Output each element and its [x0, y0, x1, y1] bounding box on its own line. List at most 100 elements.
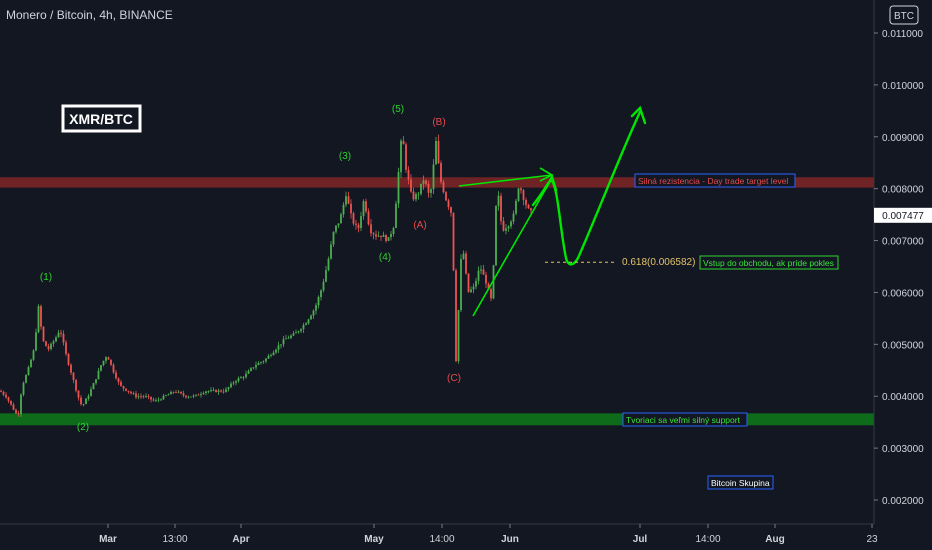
candle-body — [375, 234, 377, 237]
candle-body — [520, 188, 522, 191]
candle-body — [295, 332, 297, 334]
candle-body — [367, 211, 370, 225]
candle-body — [142, 396, 145, 398]
candle-body — [270, 355, 272, 356]
candle-body — [265, 358, 267, 362]
candle-body — [57, 332, 60, 338]
candle-body — [230, 383, 232, 388]
time-tick-label: Jun — [501, 534, 519, 545]
candle-body — [232, 382, 235, 384]
candle-body — [267, 355, 270, 359]
candle-body — [222, 391, 225, 393]
candle-body — [435, 140, 437, 165]
candle-body — [302, 325, 305, 330]
candle-body — [460, 259, 462, 311]
candle-body — [82, 404, 85, 405]
wave-label-c: (C) — [447, 373, 461, 384]
price-tick-label: 0.005000 — [882, 340, 924, 351]
candle-body — [227, 387, 230, 390]
candle-body — [145, 396, 147, 397]
candle-body — [300, 329, 302, 332]
candle-body — [480, 269, 482, 271]
candle-body — [377, 235, 380, 237]
wave-label-3: (3) — [339, 151, 351, 162]
candle-body — [330, 244, 332, 259]
candle-body — [307, 319, 310, 324]
currency-badge[interactable]: BTC — [889, 5, 919, 25]
candle-body — [155, 400, 157, 402]
currency-badge-label: BTC — [894, 11, 914, 22]
candle-body — [25, 374, 27, 383]
candle-body — [70, 364, 72, 373]
candle-body — [65, 342, 67, 354]
candle-body — [185, 395, 187, 398]
candle-body — [90, 389, 92, 396]
candle-body — [275, 349, 277, 353]
fib-level-label: 0.618(0.006582) — [622, 257, 695, 268]
resistance-label-text: Silná rezistencia - Day trade target lev… — [638, 176, 788, 186]
candle-body — [530, 208, 532, 211]
candle-body — [450, 207, 452, 213]
candle-body — [92, 383, 95, 390]
price-tick-label: 0.011000 — [882, 29, 923, 40]
resistance-zone — [0, 177, 874, 188]
candle-body — [147, 396, 150, 397]
candle-body — [347, 196, 350, 204]
candle-body — [427, 183, 430, 193]
wave-label-5: (5) — [392, 104, 404, 115]
group-label: Bitcoin Skupina — [707, 475, 774, 490]
candle-body — [95, 379, 97, 384]
candle-body — [387, 237, 390, 241]
wave-label-2: (2) — [77, 422, 89, 433]
candle-body — [192, 395, 195, 397]
candle-body — [182, 393, 185, 396]
candle-body — [107, 357, 110, 360]
candle-body — [445, 192, 447, 201]
candle-body — [132, 393, 135, 394]
wave-label-1: (1) — [40, 272, 52, 283]
candle-body — [477, 270, 480, 281]
candle-body — [482, 269, 485, 275]
candle-body — [515, 200, 517, 214]
candle-body — [310, 315, 312, 320]
candle-body — [247, 370, 250, 374]
candle-body — [452, 212, 455, 271]
candle-body — [282, 339, 285, 345]
price-axis[interactable]: 0.011000 0.010000 0.009000 0.008000 0.007000… — [873, 0, 932, 550]
candle-body — [410, 179, 412, 192]
candle-body — [72, 372, 75, 381]
candle-body — [380, 235, 382, 237]
candle-body — [62, 333, 65, 343]
candle-body — [77, 390, 80, 398]
candle-body — [5, 394, 7, 398]
time-tick-label: Jul — [633, 534, 648, 545]
candle-body — [167, 394, 170, 396]
candle-body — [400, 140, 402, 173]
time-tick-label: 13:00 — [162, 534, 187, 545]
candle-body — [287, 337, 290, 339]
candle-body — [362, 201, 365, 217]
candle-body — [100, 365, 102, 371]
entry-label: Vstup do obchodu, ak príde pokles — [699, 255, 839, 270]
price-tick-label: 0.008000 — [882, 185, 924, 196]
candle-body — [322, 281, 325, 291]
time-axis[interactable]: Mar 13:00 Apr May 14:00 Jun Jul 14:00 Aug 23 — [0, 523, 878, 545]
candle-body — [150, 396, 152, 400]
candle-body — [122, 385, 125, 389]
symbol-box: XMR/BTC — [61, 104, 142, 133]
time-tick-label: 14:00 — [429, 534, 454, 545]
triangle-upper-line — [458, 174, 553, 187]
projection-arrow — [531, 105, 647, 266]
time-tick-label: Mar — [99, 534, 117, 545]
candle-body — [340, 214, 342, 224]
candle-body — [317, 297, 320, 306]
candle-body — [327, 258, 330, 271]
candle-body — [220, 390, 222, 392]
candle-body — [370, 224, 372, 234]
candle-body — [502, 220, 505, 231]
candle-body — [290, 335, 292, 338]
candle-body — [125, 388, 127, 391]
candle-body — [47, 346, 50, 350]
price-tick-label: 0.007000 — [882, 237, 924, 248]
